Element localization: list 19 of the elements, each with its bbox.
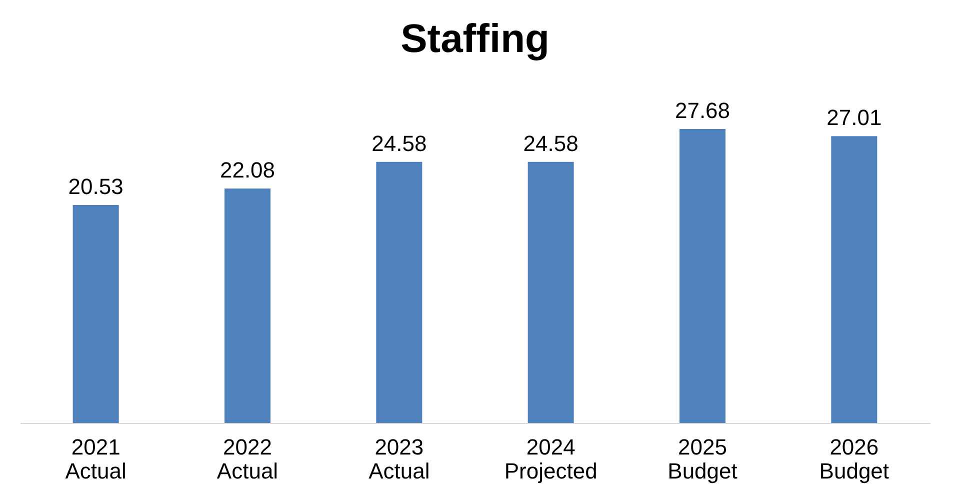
bar xyxy=(831,136,878,423)
bar xyxy=(376,162,422,423)
bar xyxy=(224,188,270,423)
data-label: 20.53 xyxy=(68,174,124,199)
x-tick-label: 2025 Budget xyxy=(668,434,738,484)
x-tick-label: 2023 Actual xyxy=(368,434,430,484)
data-label: 27.68 xyxy=(674,98,730,123)
data-label: 24.58 xyxy=(523,130,578,156)
x-tick-label: 2021 Actual xyxy=(65,434,126,484)
x-tick-label: 2024 Projected xyxy=(504,434,598,484)
x-tick-label: 2026 Budget xyxy=(819,434,890,484)
data-label: 27.01 xyxy=(826,105,882,130)
bar xyxy=(680,129,726,423)
bar xyxy=(72,204,119,423)
bar xyxy=(528,162,574,423)
x-tick-label: 2022 Actual xyxy=(216,434,278,484)
data-label: 24.58 xyxy=(372,130,427,156)
data-label: 22.08 xyxy=(220,157,276,182)
chart-title: Staffing xyxy=(400,17,550,61)
